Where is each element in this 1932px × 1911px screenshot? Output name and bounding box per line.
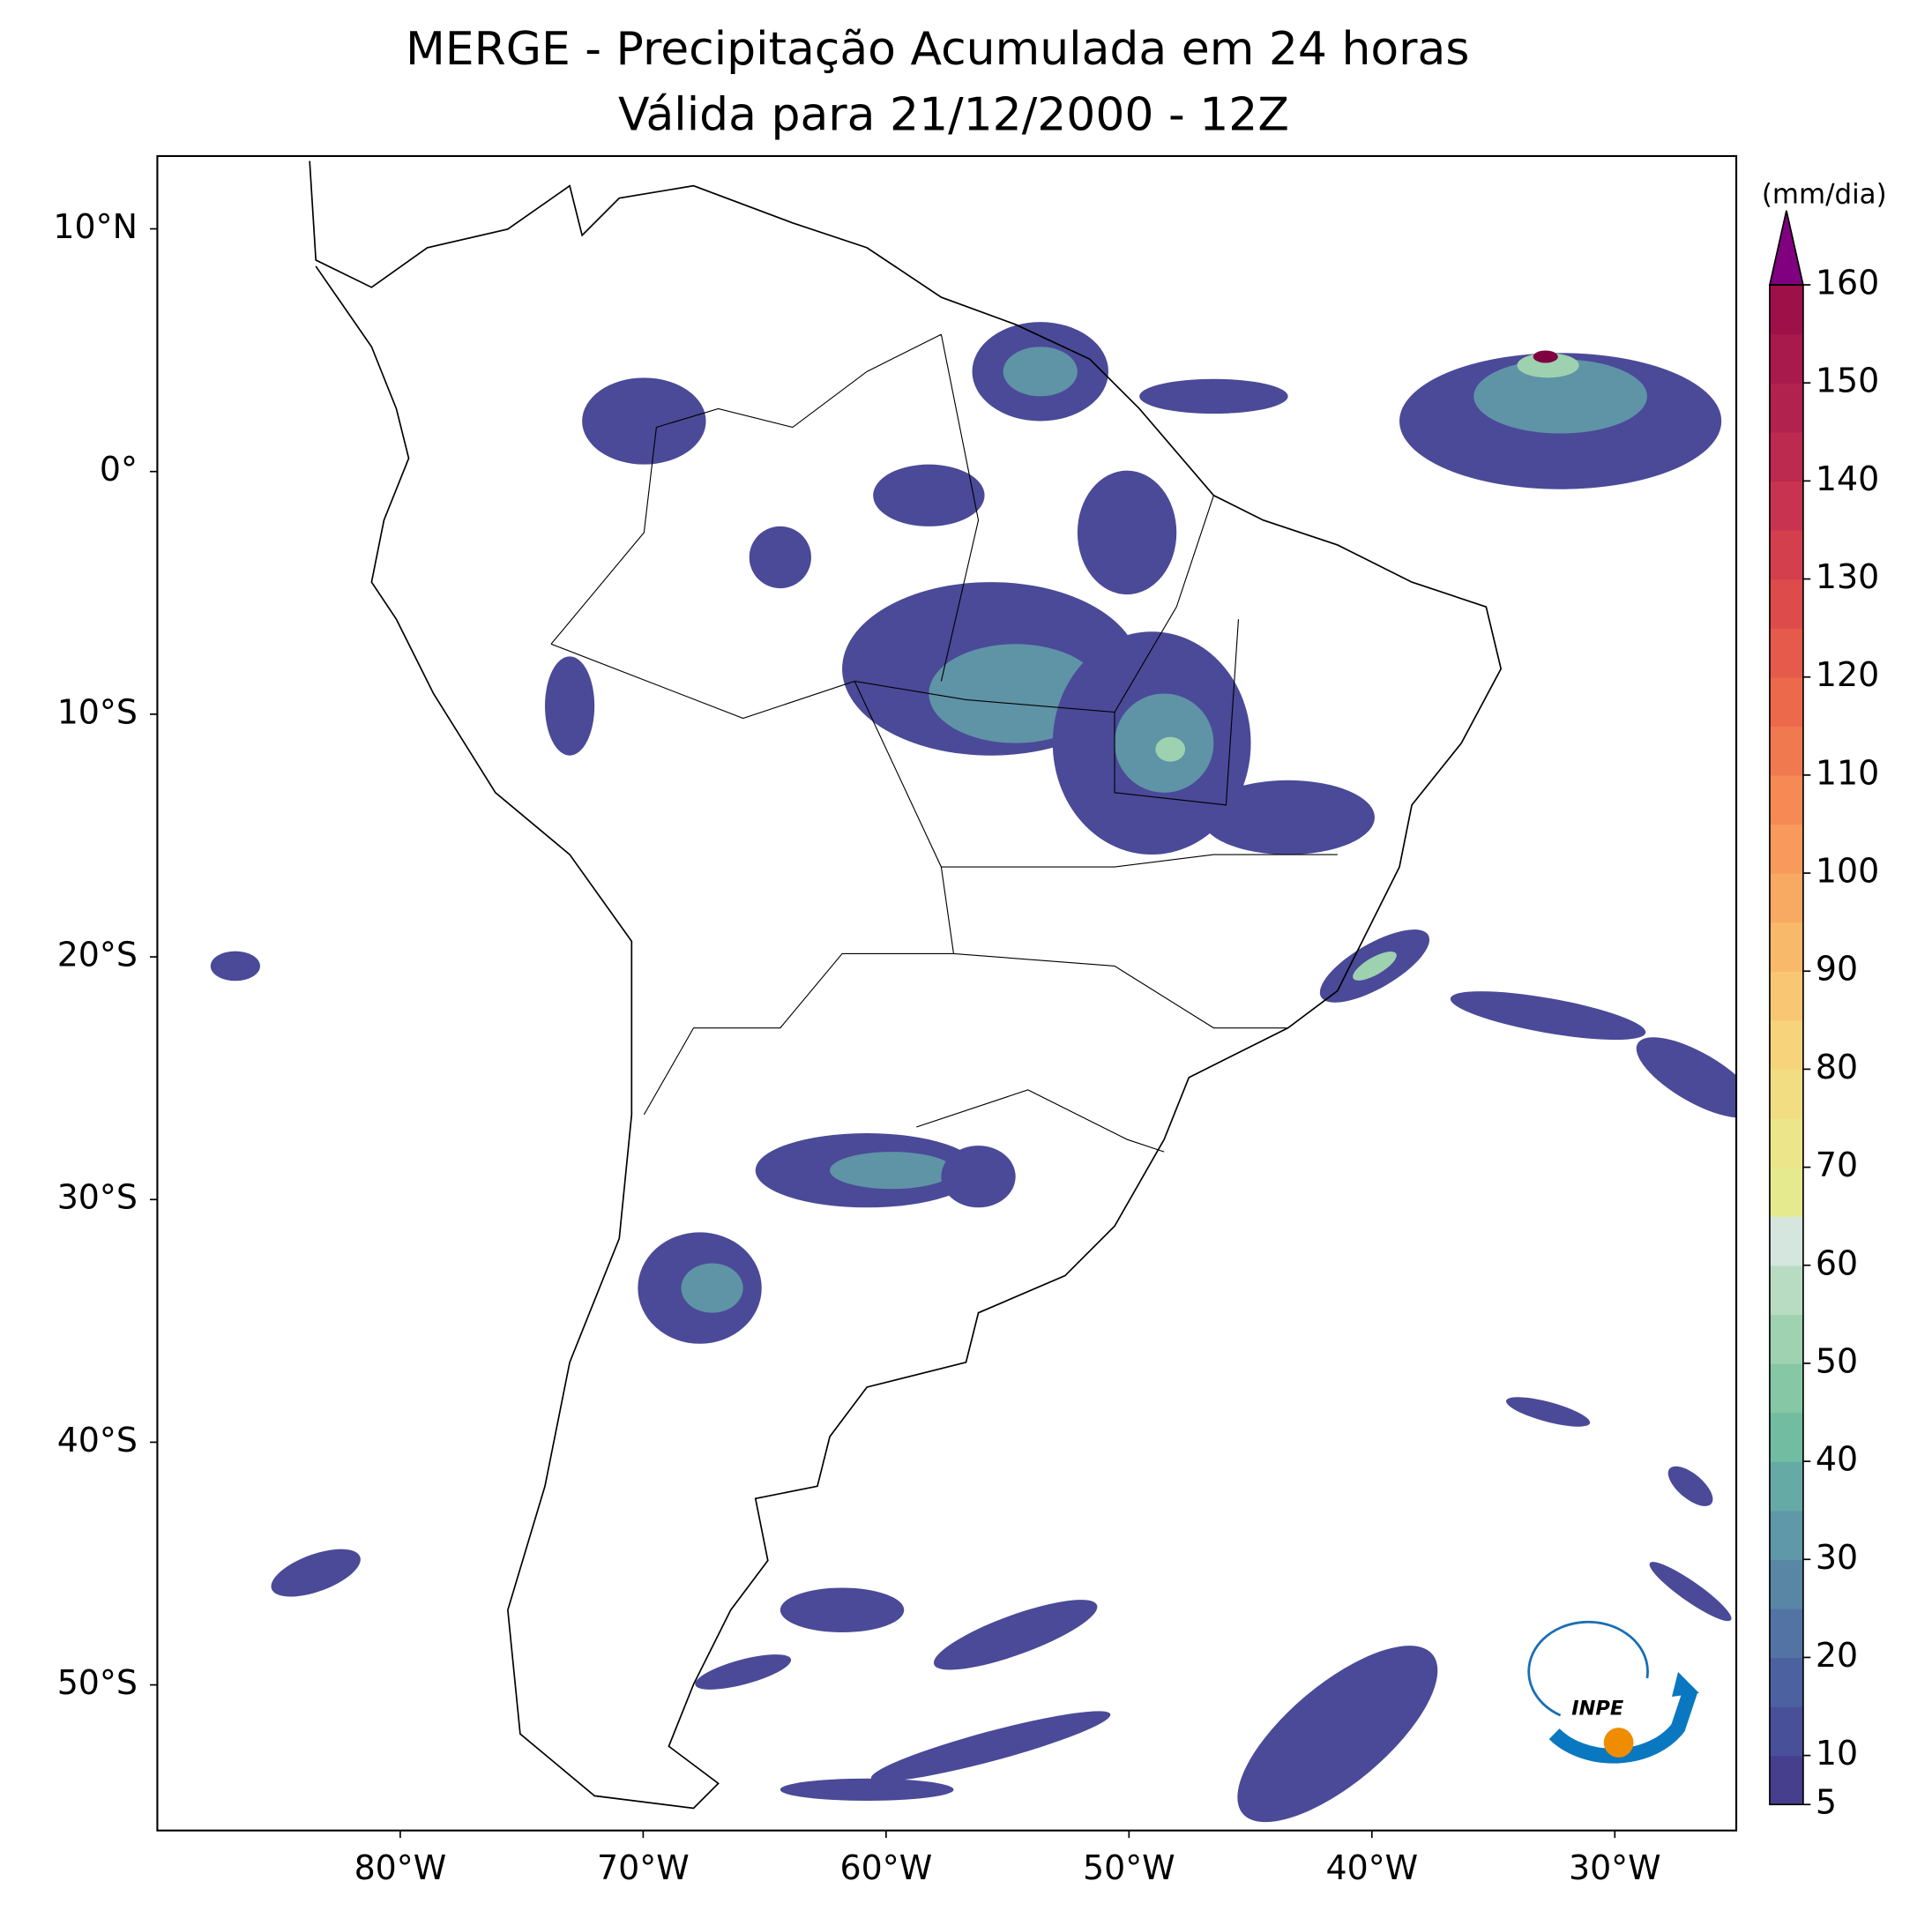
coastline [309, 160, 1503, 1810]
colorbar-tick-label: 120 [1816, 655, 1879, 694]
x-tick-label: 40°W [1325, 1848, 1418, 1887]
colorbar-frame [1769, 284, 1804, 1806]
y-tick-label: 30°S [57, 1178, 138, 1217]
colorbar-band [1769, 579, 1803, 629]
colorbar-tick-label: 40 [1816, 1440, 1858, 1479]
colorbar-tick-label: 150 [1816, 362, 1879, 400]
inpe-logo: INPE [1527, 1620, 1699, 1764]
colorbar-band [1769, 481, 1803, 531]
colorbar-tick-label: 80 [1816, 1048, 1858, 1086]
colorbar-tick-label: 20 [1816, 1636, 1858, 1675]
colorbar-band [1769, 1362, 1803, 1414]
title: MERGE - Precipitação Acumulada em 24 hor… [406, 23, 1469, 76]
colorbar-tick-label: 110 [1816, 753, 1879, 792]
y-tick-label: 0° [100, 450, 138, 489]
colorbar-band [1769, 1019, 1803, 1071]
colorbar-band [1769, 1314, 1803, 1364]
x-tick-label: 50°W [1083, 1848, 1175, 1887]
x-tick-label: 80°W [354, 1848, 447, 1887]
colorbar-band [1769, 971, 1803, 1021]
colorbar-extend [1768, 210, 1804, 286]
colorbar-tick-label: 60 [1816, 1243, 1858, 1282]
colorbar-band [1769, 431, 1803, 482]
colorbar-tick-label: 160 [1816, 264, 1879, 302]
colorbar-band [1769, 1755, 1803, 1805]
colorbar-tick-label: 30 [1816, 1538, 1858, 1577]
colorbar-band [1769, 529, 1803, 580]
colorbar-tick-label: 10 [1816, 1734, 1858, 1773]
x-tick-label: 30°W [1569, 1848, 1661, 1887]
colorbar-band [1769, 774, 1803, 825]
colorbar-band [1769, 1216, 1803, 1266]
y-tick-label: 40°S [57, 1421, 138, 1459]
colorbar-band [1769, 1657, 1803, 1707]
colorbar-band [1769, 333, 1803, 384]
colorbar-band [1769, 922, 1803, 972]
colorbar-tick-label: 90 [1816, 950, 1858, 989]
colorbar-band [1769, 1167, 1803, 1217]
colorbar-band [1769, 1461, 1803, 1512]
y-tick-label: 50°S [57, 1663, 138, 1702]
subtitle: Válida para 21/12/2000 - 12Z [618, 88, 1289, 141]
colorbar-tick-label: 5 [1816, 1783, 1837, 1822]
colorbar-tick-label: 70 [1816, 1146, 1858, 1184]
logo-text: INPE [1571, 1698, 1624, 1721]
colorbar-band [1769, 1412, 1803, 1462]
colorbar-band [1769, 1265, 1803, 1316]
colorbar-tick-label: 140 [1816, 459, 1879, 498]
map-layer [210, 160, 1737, 1823]
colorbar-band [1769, 1117, 1803, 1168]
colorbar-band [1769, 285, 1803, 335]
colorbar-band [1769, 1510, 1803, 1560]
colorbar-tick-label: 100 [1816, 852, 1879, 891]
colorbar-band [1769, 824, 1803, 874]
colorbar-tick-label: 130 [1816, 557, 1879, 596]
map-frame [156, 154, 1738, 1832]
colorbar-unit: (mm/dia) [1762, 178, 1887, 210]
colorbar-band [1769, 1706, 1803, 1757]
colorbar-band [1769, 676, 1803, 728]
colorbar-band [1769, 383, 1803, 433]
colorbar-tick-label: 50 [1816, 1341, 1858, 1380]
precipitation [210, 322, 1737, 1823]
y-tick-label: 10°S [57, 692, 138, 731]
colorbar-band [1769, 873, 1803, 923]
colorbar-band [1769, 726, 1803, 776]
x-tick-label: 70°W [597, 1848, 690, 1887]
colorbar-band [1769, 628, 1803, 678]
colorbar-band [1769, 1608, 1803, 1659]
borders [550, 333, 1338, 1153]
colorbar-band [1769, 1069, 1803, 1119]
x-tick-label: 60°W [840, 1848, 933, 1887]
y-tick-label: 10°N [53, 207, 138, 246]
colorbar-band [1769, 1559, 1803, 1609]
y-tick-label: 20°S [57, 936, 138, 974]
